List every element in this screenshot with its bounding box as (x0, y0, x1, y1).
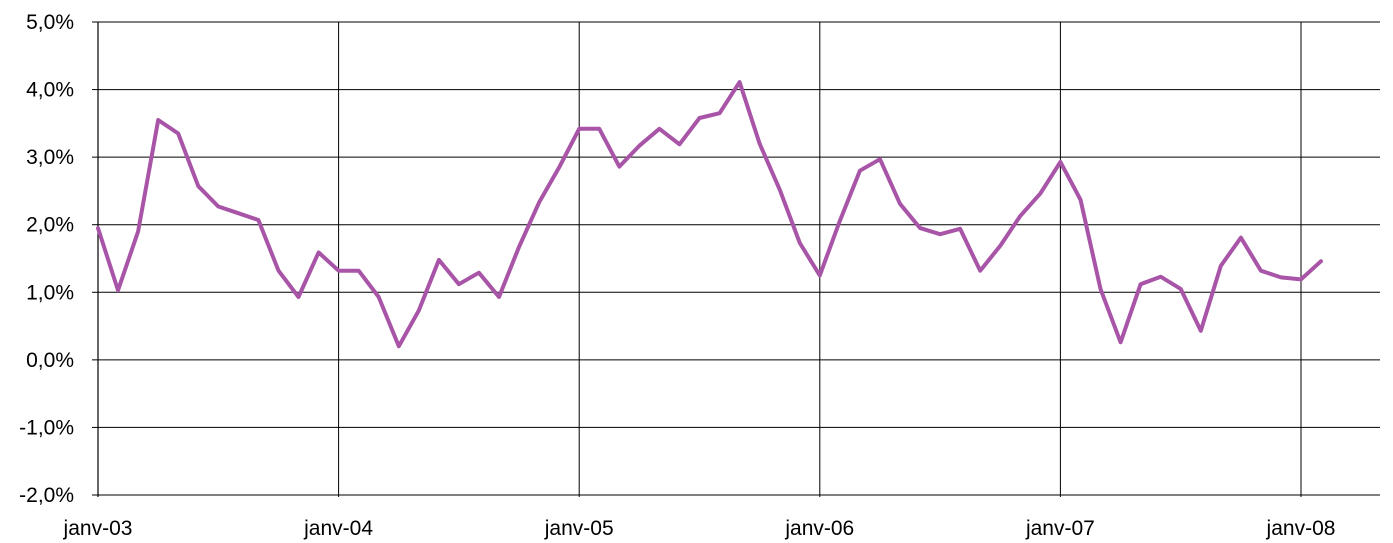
series-layer (96, 80, 1323, 349)
y-tick-label: 0,0% (26, 349, 74, 372)
y-tick-label: -2,0% (19, 484, 74, 507)
y-tick-labels: 5,0% 4,0% 3,0% 2,0% 1,0% 0,0% -1,0% -2,0% (19, 11, 74, 507)
grid-lines (97, 21, 1380, 497)
y-tick-label: 3,0% (26, 146, 74, 169)
x-tick-label: janv-04 (303, 517, 373, 540)
y-tick-label: 5,0% (26, 11, 74, 34)
y-tick-label: -1,0% (19, 416, 74, 439)
axes (92, 21, 99, 497)
x-tick-label: janv-03 (63, 517, 133, 540)
x-tick-label: janv-08 (1266, 517, 1336, 540)
x-tick-label: janv-07 (1025, 517, 1095, 540)
x-tick-label: janv-05 (544, 517, 614, 540)
y-tick-label: 1,0% (26, 281, 74, 304)
x-tick-labels: janv-03 janv-04 janv-05 janv-06 janv-07 janv-… (63, 517, 1336, 540)
series-line (96, 80, 1323, 349)
y-tick-label: 4,0% (26, 79, 74, 102)
y-tick-label: 2,0% (26, 214, 74, 237)
x-tick-label: janv-06 (784, 517, 854, 540)
